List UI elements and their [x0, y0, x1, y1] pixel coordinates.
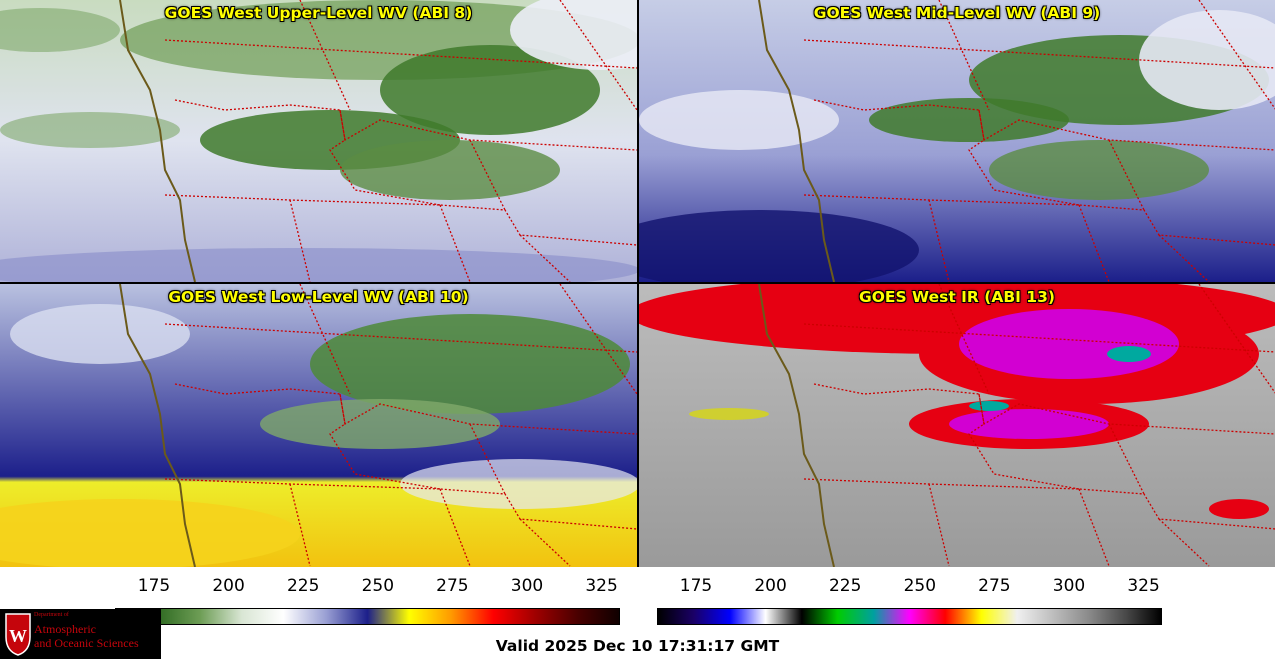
colorbar-tick-label: 225	[828, 576, 862, 596]
state-border-line	[803, 478, 1275, 530]
coastline	[119, 0, 196, 282]
colorbar-tick-label: 300	[510, 576, 544, 596]
colorbar-tick-label: 225	[286, 576, 320, 596]
low-level-wv-panel: GOES West Low-Level WV (ABI 10)	[0, 284, 637, 567]
state-border-line	[469, 423, 506, 495]
wv-colorbar	[115, 608, 620, 625]
colorbar-tick-label: 325	[585, 576, 618, 596]
state-border-line	[329, 109, 441, 206]
state-border-line	[938, 0, 990, 111]
panel-title: GOES West Upper-Level WV (ABI 8)	[164, 4, 473, 22]
state-border-line	[439, 204, 471, 282]
colorbar-tick-label: 200	[212, 576, 245, 596]
state-border-line	[469, 139, 506, 211]
state-border-line	[329, 393, 441, 490]
state-borders	[164, 0, 637, 282]
state-border-line	[813, 99, 1275, 151]
state-border-line	[968, 109, 1080, 206]
ir-colorbar	[657, 608, 1162, 625]
state-border-line	[1108, 423, 1145, 495]
panel-title: GOES West IR (ABI 13)	[859, 288, 1055, 306]
state-border-line	[1158, 234, 1210, 282]
logo-dept-label: Department of	[34, 612, 69, 618]
state-borders	[164, 284, 637, 567]
state-border-line	[519, 234, 571, 282]
ir-image	[639, 284, 1275, 567]
state-border-line	[299, 284, 351, 395]
state-border-line	[1158, 518, 1210, 567]
state-border-line	[803, 194, 1275, 246]
state-border-line	[1108, 139, 1145, 211]
state-border-line	[174, 99, 637, 151]
colorbar-tick-label: 175	[679, 576, 713, 596]
svg-text:W: W	[9, 626, 27, 646]
ir-colorbar-ticks: 175 200 225 250 275 300 325	[0, 576, 1275, 600]
wv-colorbar-ticks: 175 200 225 250 275 300 325	[0, 576, 637, 600]
mid-level-wv-image	[639, 0, 1275, 282]
coastline	[119, 284, 196, 567]
colorbar-tick-label: 175	[137, 576, 171, 596]
logo-line-oceanic: and Oceanic Sciences	[34, 636, 139, 650]
state-border-line	[299, 0, 351, 111]
aos-logo: W Department of Atmospheric and Oceanic …	[0, 609, 161, 659]
upper-level-wv-panel: GOES West Upper-Level WV (ABI 8)	[0, 0, 637, 282]
colorbar-tick-label: 275	[978, 576, 1011, 596]
state-border-line	[164, 478, 637, 530]
state-border-line	[164, 194, 637, 246]
state-borders	[803, 284, 1275, 567]
logo-line-atmospheric: Atmospheric	[34, 622, 96, 636]
uw-crest-icon: W	[5, 613, 31, 656]
panel-title: GOES West Mid-Level WV (ABI 9)	[813, 4, 1101, 22]
coastline	[758, 0, 835, 282]
state-border-line	[1078, 488, 1110, 567]
ir-panel: GOES West IR (ABI 13)	[639, 284, 1275, 567]
state-border-line	[519, 518, 571, 567]
state-border-line	[968, 393, 1080, 490]
state-border-line	[1078, 204, 1110, 282]
panel-title: GOES West Low-Level WV (ABI 10)	[168, 288, 469, 306]
colorbar-tick-label: 300	[1052, 576, 1086, 596]
state-border-line	[938, 284, 990, 395]
state-borders	[803, 0, 1275, 282]
state-border-line	[803, 39, 1275, 69]
state-border-line	[164, 323, 637, 353]
upper-level-wv-image	[0, 0, 637, 282]
state-border-line	[439, 488, 471, 567]
mid-level-wv-panel: GOES West Mid-Level WV (ABI 9)	[639, 0, 1275, 282]
colorbar-tick-label: 325	[1127, 576, 1160, 596]
state-border-line	[813, 383, 1275, 435]
low-level-wv-image	[0, 284, 637, 567]
panel-divider-horizontal	[0, 282, 1275, 284]
state-border-line	[803, 323, 1275, 353]
state-border-line	[164, 39, 637, 69]
colorbar-tick-label: 200	[754, 576, 787, 596]
colorbar-tick-label: 250	[903, 576, 937, 596]
state-border-line	[174, 383, 637, 435]
coastline	[758, 284, 835, 567]
colorbar-tick-label: 275	[436, 576, 469, 596]
valid-time-label: Valid 2025 Dec 10 17:31:17 GMT	[495, 637, 780, 655]
colorbar-tick-label: 250	[361, 576, 395, 596]
